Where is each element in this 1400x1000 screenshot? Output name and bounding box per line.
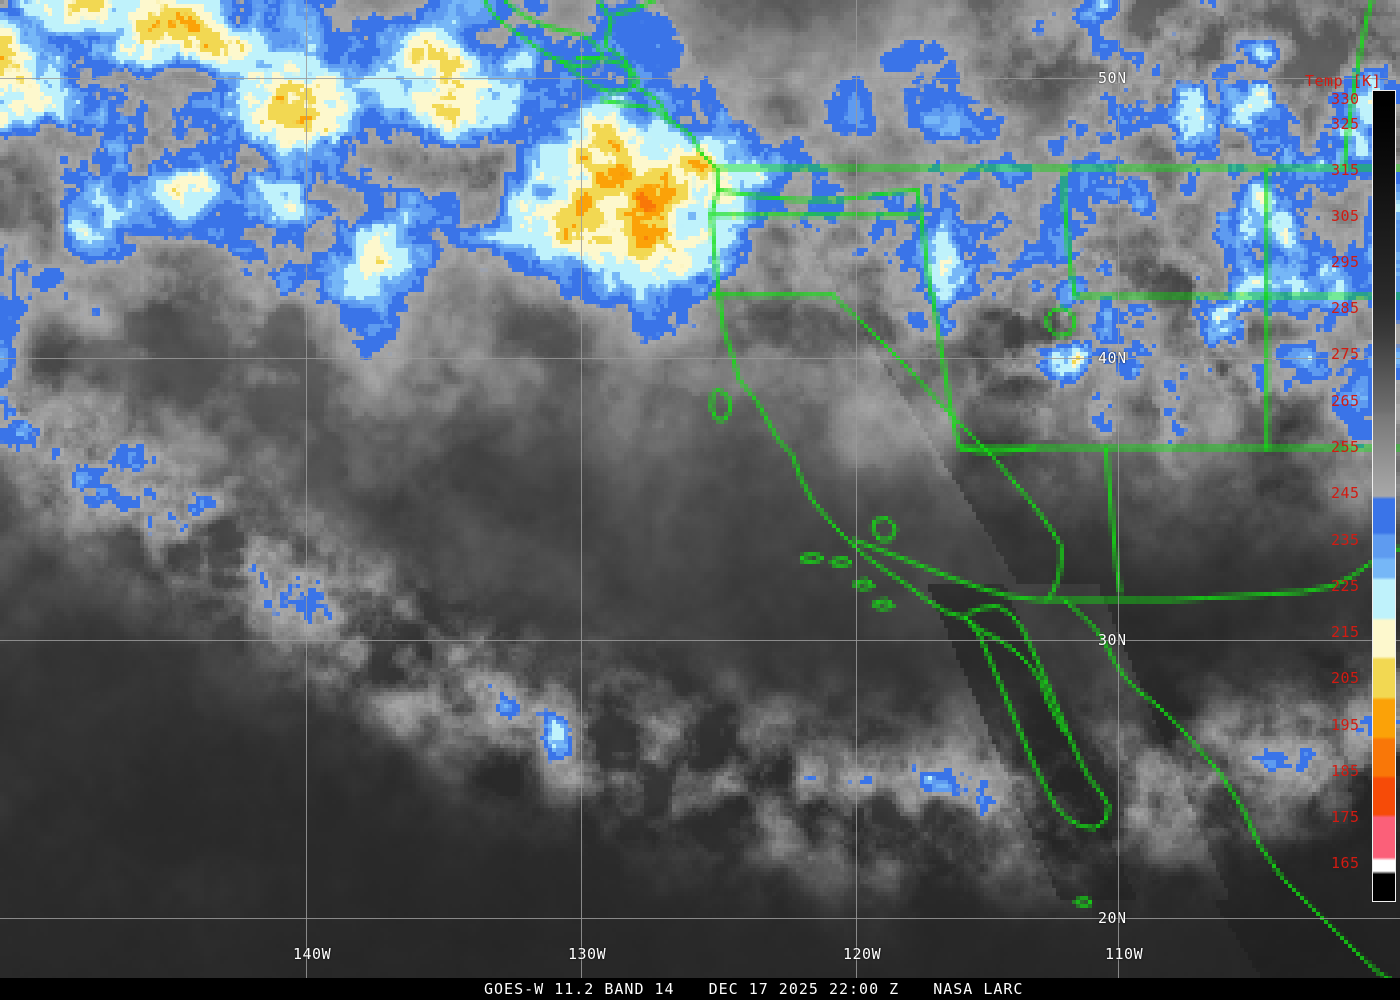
colorbar-tick-275: 275 (1331, 345, 1360, 363)
gridlabel-lon-110w: 110W (1105, 945, 1144, 963)
caption-timestamp: DEC 17 2025 22:00 Z (708, 980, 900, 998)
colorbar-tick-215: 215 (1331, 623, 1360, 641)
gridlabel-lat-30: 30N (1098, 631, 1127, 649)
gridlabel-lat-50: 50N (1098, 69, 1127, 87)
colorbar-tick-165: 165 (1331, 854, 1360, 872)
temperature-colorbar (1372, 90, 1396, 902)
colorbar-gradient (1373, 91, 1395, 901)
gridlabel-lat-20: 20N (1098, 909, 1127, 927)
colorbar-tick-195: 195 (1331, 716, 1360, 734)
gridline-lon-120w (856, 0, 857, 978)
gridline-lat-20 (0, 918, 1400, 919)
colorbar-tick-325: 325 (1331, 115, 1360, 133)
colorbar-tick-305: 305 (1331, 207, 1360, 225)
gridlabel-lat-40: 40N (1098, 349, 1127, 367)
gridline-lon-130w (581, 0, 582, 978)
gridline-lat-30 (0, 640, 1400, 641)
colorbar-tick-295: 295 (1331, 253, 1360, 271)
gridlabel-lon-120w: 120W (843, 945, 882, 963)
colorbar-tick-330: 330 (1331, 90, 1360, 108)
colorbar-tick-225: 225 (1331, 577, 1360, 595)
colorbar-tick-255: 255 (1331, 438, 1360, 456)
gridlabel-lon-130w: 130W (568, 945, 607, 963)
colorbar-tick-245: 245 (1331, 484, 1360, 502)
gridline-lat-40 (0, 358, 1400, 359)
gridline-lat-50 (0, 78, 1400, 79)
colorbar-tick-175: 175 (1331, 808, 1360, 826)
gridline-lon-110w (1118, 0, 1119, 978)
colorbar-tick-235: 235 (1331, 531, 1360, 549)
colorbar-tick-315: 315 (1331, 161, 1360, 179)
caption-source: NASA LARC (933, 980, 1024, 998)
gridline-lon-140w (306, 0, 307, 978)
colorbar-tick-185: 185 (1331, 762, 1360, 780)
caption-bar: GOES-W 11.2 BAND 14 DEC 17 2025 22:00 Z … (0, 978, 1400, 1000)
colorbar-tick-285: 285 (1331, 299, 1360, 317)
caption-sensor: GOES-W 11.2 BAND 14 (484, 980, 675, 998)
colorbar-tick-205: 205 (1331, 669, 1360, 687)
colorbar-title: Temp [K] (1305, 72, 1382, 90)
gridlabel-lon-140w: 140W (293, 945, 332, 963)
colorbar-tick-265: 265 (1331, 392, 1360, 410)
